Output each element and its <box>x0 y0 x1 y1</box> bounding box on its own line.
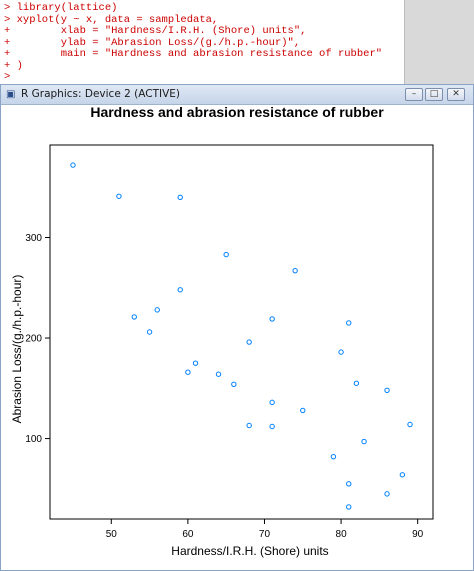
data-point <box>177 194 183 200</box>
maximize-button[interactable]: □ <box>425 88 443 101</box>
y-axis: 100 200 300 <box>25 233 50 445</box>
data-point <box>292 267 298 274</box>
x-tick-label: 90 <box>412 529 424 540</box>
console-line: > xyplot(y ~ x, data = sampledata, <box>4 13 219 26</box>
data-point <box>269 316 275 322</box>
y-tick-label: 100 <box>25 434 42 445</box>
data-point <box>361 438 367 445</box>
data-point <box>116 193 122 199</box>
scatter-plot: Hardness and abrasion resistance of rubb… <box>10 105 434 558</box>
minimize-button[interactable]: – <box>405 88 423 101</box>
data-point <box>146 329 153 335</box>
console-scrollbar[interactable] <box>404 0 474 84</box>
data-point <box>384 387 390 394</box>
data-point <box>154 307 160 313</box>
console-line: > <box>4 71 17 83</box>
data-point <box>346 481 352 487</box>
data-point <box>300 407 306 414</box>
data-point <box>231 381 237 387</box>
data-point <box>346 320 352 326</box>
data-point <box>246 339 252 345</box>
console-line: + xlab = "Hardness/I.R.H. (Shore) units"… <box>4 25 307 37</box>
x-axis-title: Hardness/I.R.H. (Shore) units <box>171 544 328 558</box>
y-tick-label: 300 <box>25 233 42 244</box>
close-button[interactable]: ✕ <box>447 88 465 101</box>
x-tick-label: 60 <box>182 529 194 540</box>
x-tick-label: 50 <box>106 529 118 540</box>
data-point <box>223 251 229 258</box>
data-points <box>70 162 413 510</box>
window-titlebar[interactable]: ▣ R Graphics: Device 2 (ACTIVE) – □ ✕ <box>1 85 473 105</box>
graphics-window: ▣ R Graphics: Device 2 (ACTIVE) – □ ✕ Ha… <box>0 84 474 571</box>
data-point <box>330 453 337 460</box>
chart-title: Hardness and abrasion resistance of rubb… <box>90 105 384 120</box>
data-point <box>192 360 199 366</box>
data-point <box>399 472 406 478</box>
r-graphics-icon: ▣ <box>6 89 16 100</box>
r-console[interactable]: > library(lattice) > xyplot(y ~ x, data =… <box>0 0 404 84</box>
window-title: R Graphics: Device 2 (ACTIVE) <box>21 88 180 100</box>
data-point <box>246 422 252 429</box>
plot-panel <box>49 144 434 520</box>
x-axis: 50 60 70 80 90 <box>106 519 424 540</box>
data-point <box>384 491 390 497</box>
data-point <box>185 369 191 375</box>
console-line: > library(lattice) <box>4 2 118 14</box>
data-point <box>269 399 275 406</box>
y-axis-title: Abrasion Loss/(g./h.p.-hour) <box>10 275 24 424</box>
x-tick-label: 80 <box>336 529 348 540</box>
console-line: + ) <box>4 59 23 72</box>
data-point <box>177 287 183 293</box>
data-point <box>215 371 222 377</box>
data-point <box>70 162 76 168</box>
data-point <box>346 504 352 510</box>
x-tick-label: 70 <box>259 529 271 540</box>
data-point <box>353 380 360 386</box>
y-tick-label: 200 <box>25 334 42 345</box>
console-line: + main = "Hardness and abrasion resistan… <box>4 48 383 60</box>
console-line: + ylab = "Abrasion Loss/(g./h.p.-hour)", <box>4 36 301 49</box>
data-point <box>338 349 344 355</box>
data-point <box>131 314 137 320</box>
data-point <box>407 421 413 428</box>
data-point <box>269 423 275 430</box>
